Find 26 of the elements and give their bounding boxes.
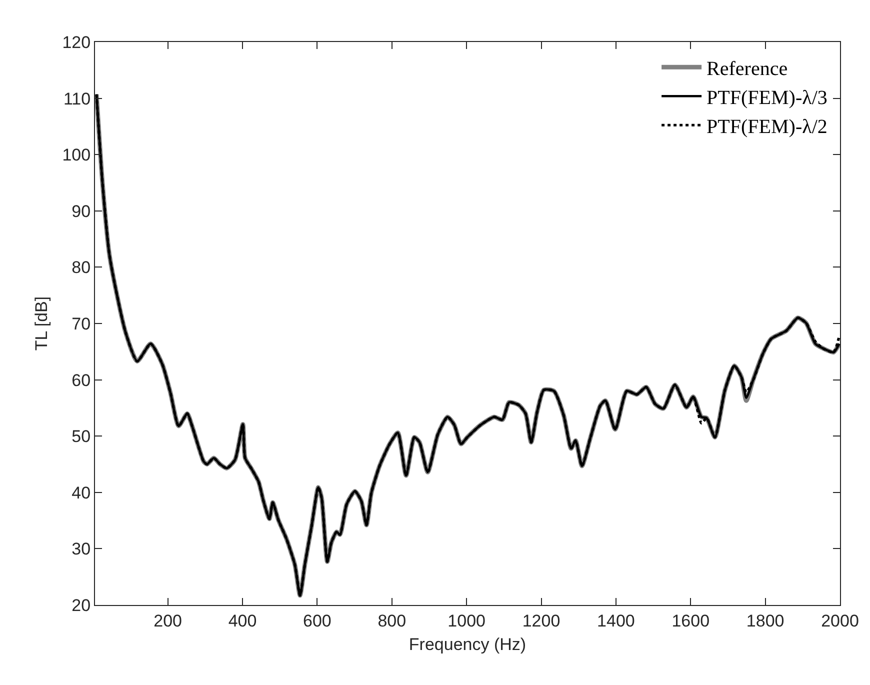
x-tick-label: 1000 [448,611,486,630]
y-tick-label: 30 [72,540,91,559]
y-tick-label: 70 [72,314,91,334]
legend-label: Reference [706,58,788,80]
x-tick-label: 1400 [597,611,635,630]
legend-label: PTF(FEM)-λ/3 [706,86,828,109]
x-tick-label: 1200 [522,611,560,630]
x-tick-label: 1800 [746,611,784,630]
y-tick-label: 120 [62,32,91,52]
y-tick-label: 50 [72,427,91,446]
legend-label: PTF(FEM)-λ/2 [706,116,828,138]
y-tick-label: 100 [62,146,91,165]
x-axis-title: Frequency (Hz) [408,634,526,654]
x-tick-label: 2000 [821,611,859,630]
y-tick-label: 80 [72,258,91,278]
x-tick-label: 600 [303,611,332,630]
x-tick-label: 200 [154,611,182,630]
x-tick-label: 400 [228,611,257,630]
x-tick-label: 1600 [672,611,710,630]
y-tick-label: 110 [63,89,91,108]
y-tick-label: 90 [72,202,91,221]
y-tick-label: 40 [72,483,91,502]
y-axis-title: TL [dB] [32,296,51,351]
x-tick-label: 800 [378,611,406,630]
y-tick-label: 60 [72,370,91,390]
y-tick-label: 20 [72,596,91,615]
